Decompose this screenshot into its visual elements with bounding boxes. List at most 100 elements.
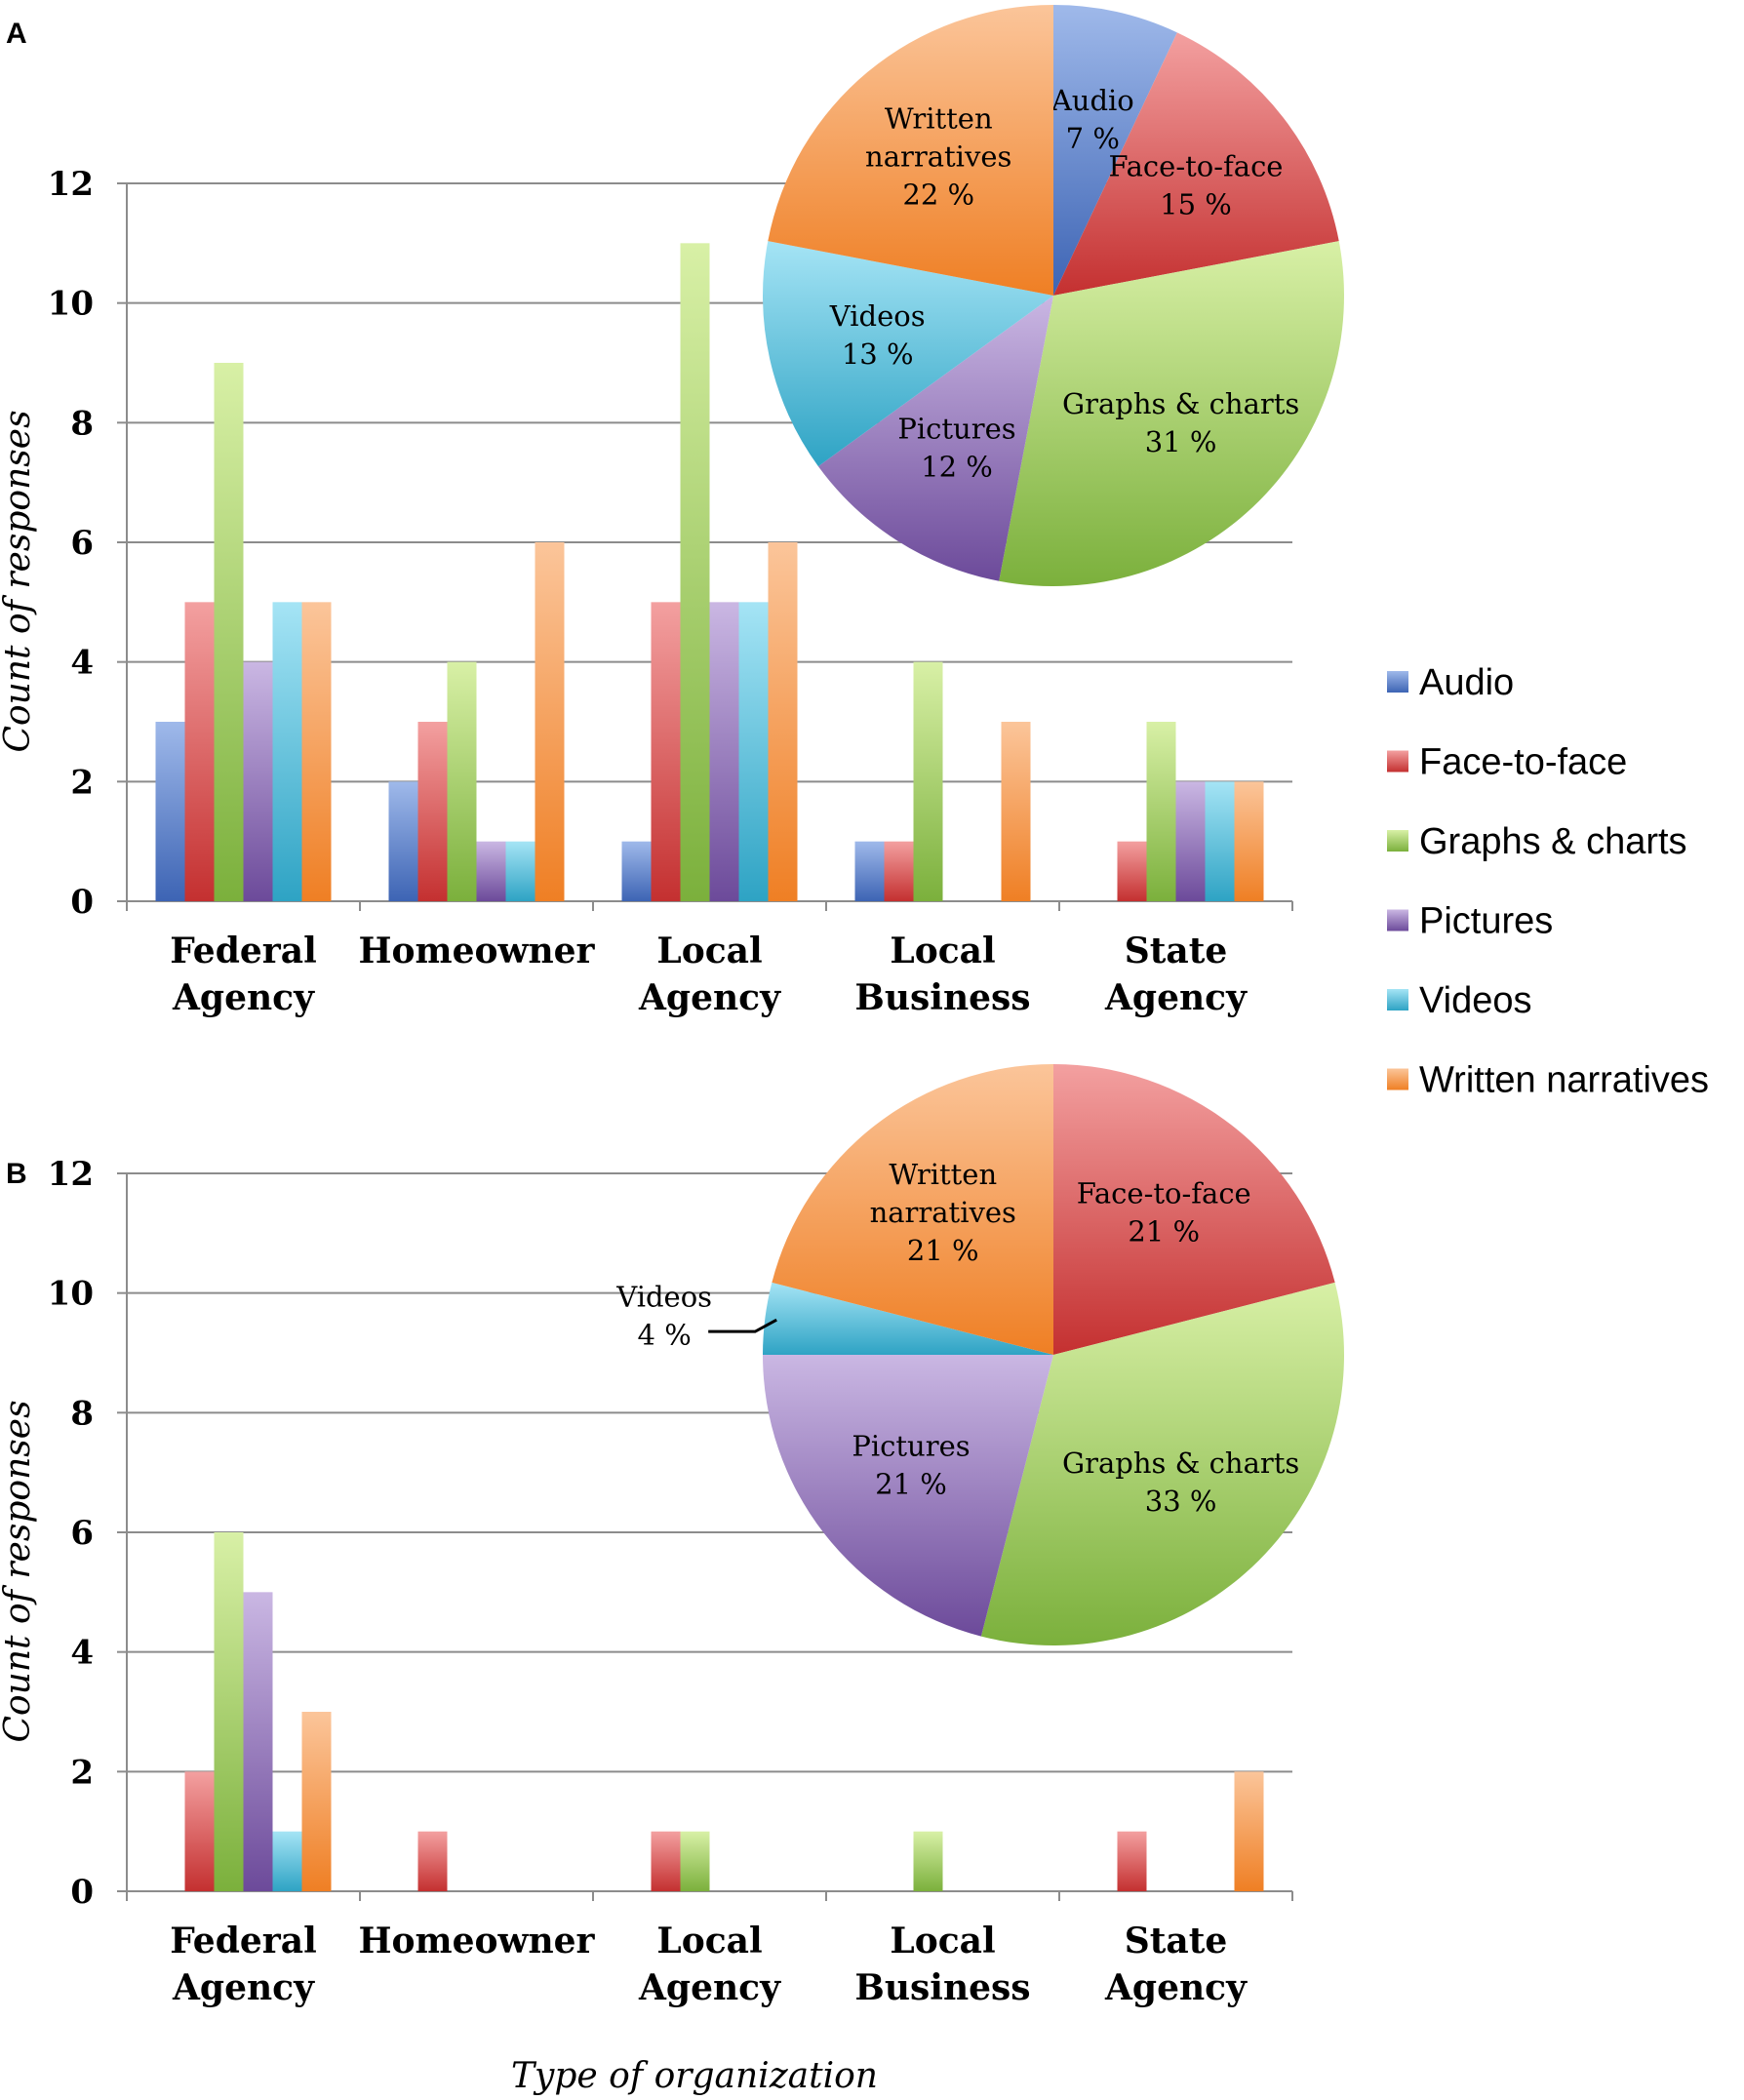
category-label: Business (854, 1967, 1030, 2008)
panel-letter-a: A (6, 18, 27, 50)
bar-face-to-face-federal-agency (184, 1771, 215, 1891)
bar-written-narratives-local-business (1001, 722, 1031, 901)
category-label: Agency (638, 1967, 781, 2008)
category-label: State (1125, 931, 1228, 971)
pie-label: 15 % (1160, 187, 1232, 220)
pie-label: 13 % (842, 337, 914, 371)
category-label: Federal (170, 1921, 317, 1961)
bar-pictures-local-agency (709, 602, 739, 901)
legend-swatch (1387, 830, 1408, 852)
pie-label: 31 % (1145, 425, 1217, 458)
pie-label: 21 % (875, 1468, 947, 1501)
legend-label: Audio (1419, 662, 1514, 703)
y-tick-label: 2 (70, 1753, 94, 1792)
pie-slice-written-narratives (768, 5, 1053, 296)
bar-pictures-federal-agency (243, 661, 273, 901)
pie-label: Written (889, 1158, 997, 1191)
pie-label: Videos (829, 299, 926, 333)
bar-pictures-homeowner (476, 841, 506, 901)
bar-audio-federal-agency (155, 722, 185, 901)
legend-item-face-to-face: Face-to-face (1387, 742, 1627, 783)
pie-slice-pictures (817, 296, 1053, 581)
legend-swatch (1387, 1068, 1408, 1090)
legend-item-pictures: Pictures (1387, 901, 1553, 942)
legend-item-graphs-and-charts: Graphs & charts (1387, 821, 1687, 862)
pie-label: Pictures (897, 412, 1015, 445)
category-label: Federal (170, 931, 317, 971)
legend-label: Pictures (1419, 901, 1553, 942)
bar-written-narratives-homeowner (535, 542, 565, 901)
y-tick-label: 8 (70, 1394, 94, 1433)
bar-graphs-and-charts-local-agency (680, 1831, 710, 1891)
y-tick-label: 4 (70, 1634, 94, 1673)
bar-chart-a: 0 2 4 6 8 10 12 Federal Agency Homeowner Local Agen… (0, 165, 1293, 1018)
category-label: Business (854, 977, 1030, 1018)
pie-label: 4 % (638, 1319, 692, 1352)
bar-graphs-and-charts-federal-agency (214, 363, 244, 901)
category-label: Agency (172, 1967, 315, 2008)
y-tick-label: 10 (48, 1275, 94, 1314)
legend-swatch (1387, 989, 1408, 1010)
panel-letter-b: B (6, 1158, 27, 1190)
pie-label: 21 % (907, 1234, 979, 1267)
bar-face-to-face-state-agency (1117, 841, 1147, 901)
pie-label: 12 % (921, 450, 993, 483)
bar-audio-homeowner (388, 781, 418, 901)
pie-slice-videos (763, 241, 1053, 467)
legend: Audio Face-to-face Graphs & charts Pictures… (1387, 662, 1709, 1101)
category-label: Local (656, 931, 762, 971)
legend-item-written-narratives: Written narratives (1387, 1060, 1709, 1101)
legend-label: Face-to-face (1419, 742, 1627, 783)
pie-slice-graphs-and-charts (980, 1282, 1345, 1645)
bar-graphs-and-charts-state-agency (1146, 722, 1176, 901)
bar-written-narratives-local-agency (768, 542, 798, 901)
bar-graphs-and-charts-local-business (913, 1831, 943, 1891)
category-label: Local (656, 1921, 762, 1961)
bar-videos-federal-agency (272, 1831, 302, 1891)
y-tick-label: 6 (70, 524, 94, 563)
bar-graphs-and-charts-local-business (913, 661, 943, 901)
pie-slice-pictures (763, 1355, 1053, 1637)
bar-written-narratives-state-agency (1234, 1771, 1264, 1891)
panel-b: B 0 2 4 6 8 10 12 Federal Agency Homeowner Local Ag… (0, 1064, 1345, 2096)
pie-chart-b: Face-to-face 21 % Graphs & charts 33 % Pictu… (615, 1064, 1345, 1645)
x-axis-title: Type of organization (511, 2056, 878, 2096)
pie-slice-audio (1053, 5, 1177, 296)
y-axis-title: Count of responses (0, 1400, 38, 1742)
y-tick-label: 8 (70, 404, 94, 443)
bar-face-to-face-local-business (884, 841, 914, 901)
legend-item-videos: Videos (1387, 980, 1532, 1021)
legend-swatch (1387, 909, 1408, 931)
legend-item-audio: Audio (1387, 662, 1514, 703)
y-tick-label: 10 (48, 285, 94, 324)
bar-graphs-and-charts-local-agency (680, 243, 710, 902)
bar-face-to-face-homeowner (417, 1831, 448, 1891)
y-tick-label: 4 (70, 644, 94, 683)
y-tick-label: 12 (48, 1155, 94, 1194)
category-label: Agency (1104, 977, 1248, 1018)
y-tick-label: 6 (70, 1514, 94, 1553)
pie-label: 33 % (1145, 1485, 1217, 1518)
category-label: Agency (638, 977, 781, 1018)
category-label: State (1125, 1921, 1228, 1961)
legend-swatch (1387, 750, 1408, 773)
bar-pictures-state-agency (1175, 781, 1206, 901)
pie-label: Graphs & charts (1062, 387, 1299, 420)
y-tick-label: 12 (48, 165, 94, 204)
bar-audio-local-agency (621, 841, 652, 901)
pie-label: Written (885, 102, 993, 136)
bar-videos-local-agency (738, 602, 769, 901)
pie-label: 21 % (1128, 1215, 1200, 1248)
y-tick-label: 0 (70, 1873, 94, 1912)
legend-swatch (1387, 671, 1408, 693)
pie-slice-graphs-and-charts (999, 241, 1344, 586)
pie-label: Face-to-face (1108, 149, 1283, 182)
bar-face-to-face-federal-agency (184, 602, 215, 901)
legend-label: Written narratives (1419, 1060, 1709, 1101)
pie-chart-a: Audio 7 %Face-to-face 15 % Graphs & charts 3… (763, 5, 1344, 586)
category-label: Local (890, 1921, 995, 1961)
pie-label: Graphs & charts (1062, 1446, 1299, 1480)
pie-label: Face-to-face (1077, 1177, 1251, 1210)
pie-slice-face-to-face (1053, 32, 1339, 296)
